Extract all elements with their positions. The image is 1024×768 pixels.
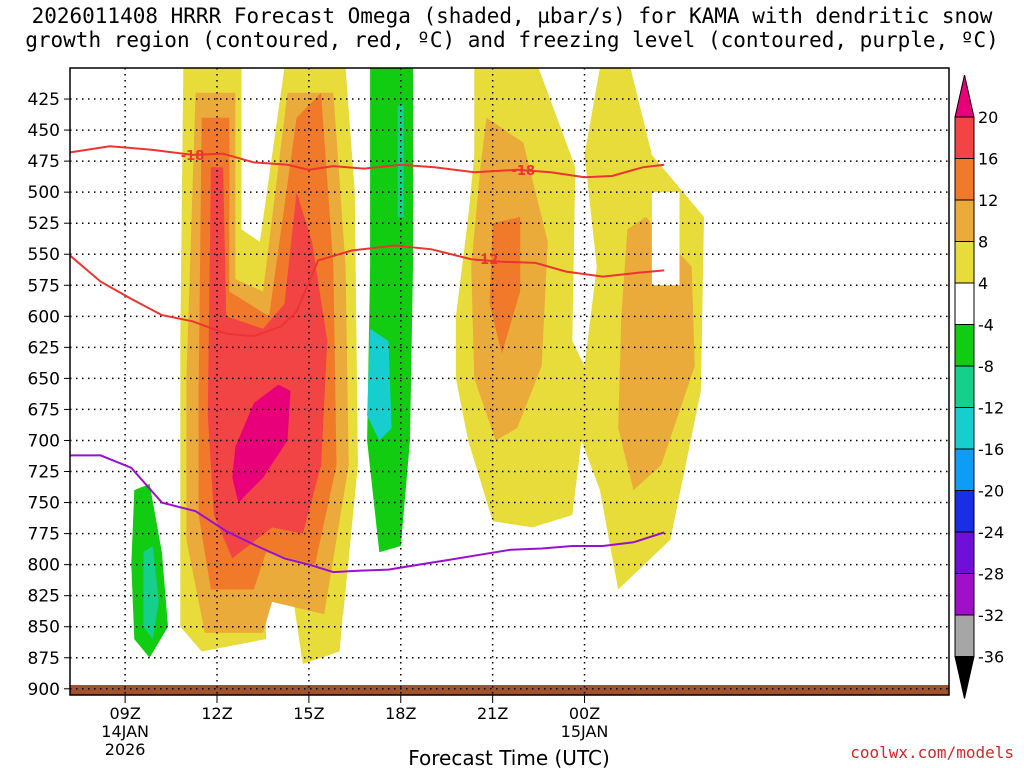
y-tick-label: 500 bbox=[28, 183, 60, 203]
colorbar-top-arrow bbox=[954, 74, 975, 118]
y-tick-label: 600 bbox=[28, 307, 60, 327]
y-tick-label: 650 bbox=[28, 369, 60, 389]
credit-link[interactable]: coolwx.com/models bbox=[850, 743, 1014, 762]
colorbar-label: -36 bbox=[978, 648, 1004, 667]
x-tick-label: 12Z bbox=[201, 704, 232, 723]
x-tick-date: 15JAN bbox=[561, 722, 609, 741]
colorbar-swatch bbox=[954, 158, 975, 201]
colorbar-swatch bbox=[954, 116, 975, 159]
colorbar-bottom-arrow bbox=[954, 656, 975, 699]
colorbar-swatch bbox=[954, 241, 975, 284]
x-tick-label: 15Z bbox=[293, 704, 324, 723]
contour-dendritic-minus-12c bbox=[70, 244, 665, 338]
omega-region-descent-west-lower-12 bbox=[143, 546, 159, 640]
contour-labels: -18 -18 -12 bbox=[181, 149, 536, 268]
contour-freezing-level-0c bbox=[70, 454, 665, 574]
contour-label-dendritic-minus-18c: -18 bbox=[181, 149, 205, 164]
y-tick-label: 850 bbox=[28, 618, 60, 638]
y-tick-label: 450 bbox=[28, 121, 60, 141]
grid bbox=[70, 68, 949, 695]
colorbar-label: -12 bbox=[978, 399, 1004, 418]
colorbar: 20 16 12 8 4 -4 -8 -12 -16 -20 -24 -28 -32 -36 bbox=[954, 74, 1004, 699]
colorbar-label: -32 bbox=[978, 606, 1004, 625]
y-tick-label: 425 bbox=[28, 90, 60, 110]
colorbar-swatch bbox=[954, 282, 975, 325]
y-tick-label: 475 bbox=[28, 152, 60, 172]
omega-region-ascent-main-band-20 bbox=[232, 384, 291, 503]
y-tick-label: 575 bbox=[28, 276, 60, 296]
colorbar-label: 8 bbox=[978, 233, 988, 252]
colorbar-swatch bbox=[954, 448, 975, 491]
y-tick-label: 775 bbox=[28, 525, 60, 545]
x-axis-label: Forecast Time (UTC) bbox=[408, 746, 610, 768]
y-tick-label: 525 bbox=[28, 214, 60, 234]
colorbar-swatch bbox=[954, 614, 975, 657]
y-tick-label: 700 bbox=[28, 431, 60, 451]
y-tick-label: 550 bbox=[28, 245, 60, 265]
omega-shading bbox=[100, 68, 704, 671]
omega-region-white-gap-east bbox=[651, 192, 680, 286]
colorbar-swatch bbox=[954, 490, 975, 533]
terrain-strip bbox=[70, 685, 949, 695]
y-tick-label: 675 bbox=[28, 400, 60, 420]
chart-title-line-1: 2026011408 HRRR Forecast Omega (shaded, … bbox=[31, 4, 993, 28]
colorbar-label: 12 bbox=[978, 191, 998, 210]
colorbar-label: -4 bbox=[978, 316, 994, 335]
y-tick-label: 750 bbox=[28, 494, 60, 514]
omega-region-descent-18z-column-16 bbox=[367, 328, 392, 441]
colorbar-label: 4 bbox=[978, 274, 988, 293]
omega-region-descent-18z-column-8 bbox=[367, 68, 413, 553]
colorbar-swatch bbox=[954, 573, 975, 616]
x-tick-year: 2026 bbox=[105, 740, 146, 759]
colorbar-label: -16 bbox=[978, 440, 1004, 459]
colorbar-label: -28 bbox=[978, 565, 1004, 584]
y-tick-label: 800 bbox=[28, 556, 60, 576]
colorbar-label: -20 bbox=[978, 482, 1004, 501]
y-tick-label: 900 bbox=[28, 680, 60, 700]
contour-dendritic-minus-18c bbox=[70, 145, 665, 179]
colorbar-label: 16 bbox=[978, 150, 998, 169]
colorbar-swatch bbox=[954, 324, 975, 367]
omega-region-descent-west-upper bbox=[100, 68, 144, 143]
contour-lines bbox=[70, 145, 665, 574]
colorbar-swatch bbox=[954, 199, 975, 242]
y-tick-label: 825 bbox=[28, 587, 60, 607]
colorbar-label: -24 bbox=[978, 523, 1004, 542]
x-tick-date: 14JAN bbox=[101, 722, 149, 741]
omega-region-ascent-east-12 bbox=[489, 217, 521, 354]
x-tick-label: 00Z bbox=[569, 704, 600, 723]
colorbar-swatch bbox=[954, 407, 975, 450]
plot-frame bbox=[69, 67, 950, 696]
x-tick-label: 18Z bbox=[385, 704, 416, 723]
y-tick-label: 625 bbox=[28, 338, 60, 358]
chart-title: 2026011408 HRRR Forecast Omega (shaded, … bbox=[0, 4, 1024, 52]
colorbar-label: -8 bbox=[978, 357, 994, 376]
y-tick-label: 875 bbox=[28, 649, 60, 669]
chart-title-line-2: growth region (contoured, red, ºC) and f… bbox=[25, 28, 999, 52]
x-tick-label: 21Z bbox=[477, 704, 508, 723]
contour-label-dendritic-minus-18c: -18 bbox=[512, 164, 536, 179]
x-tick-label: 09Z bbox=[109, 704, 140, 723]
y-tick-label: 725 bbox=[28, 463, 60, 483]
contour-label-dendritic-minus-12c: -12 bbox=[475, 253, 499, 268]
colorbar-label: 20 bbox=[978, 108, 998, 127]
y-axis: 425 450 475 500 525 550 575 600 625 650 675 700 725 7… bbox=[28, 90, 70, 700]
colorbar-swatch bbox=[954, 531, 975, 574]
colorbar-swatch bbox=[954, 365, 975, 408]
